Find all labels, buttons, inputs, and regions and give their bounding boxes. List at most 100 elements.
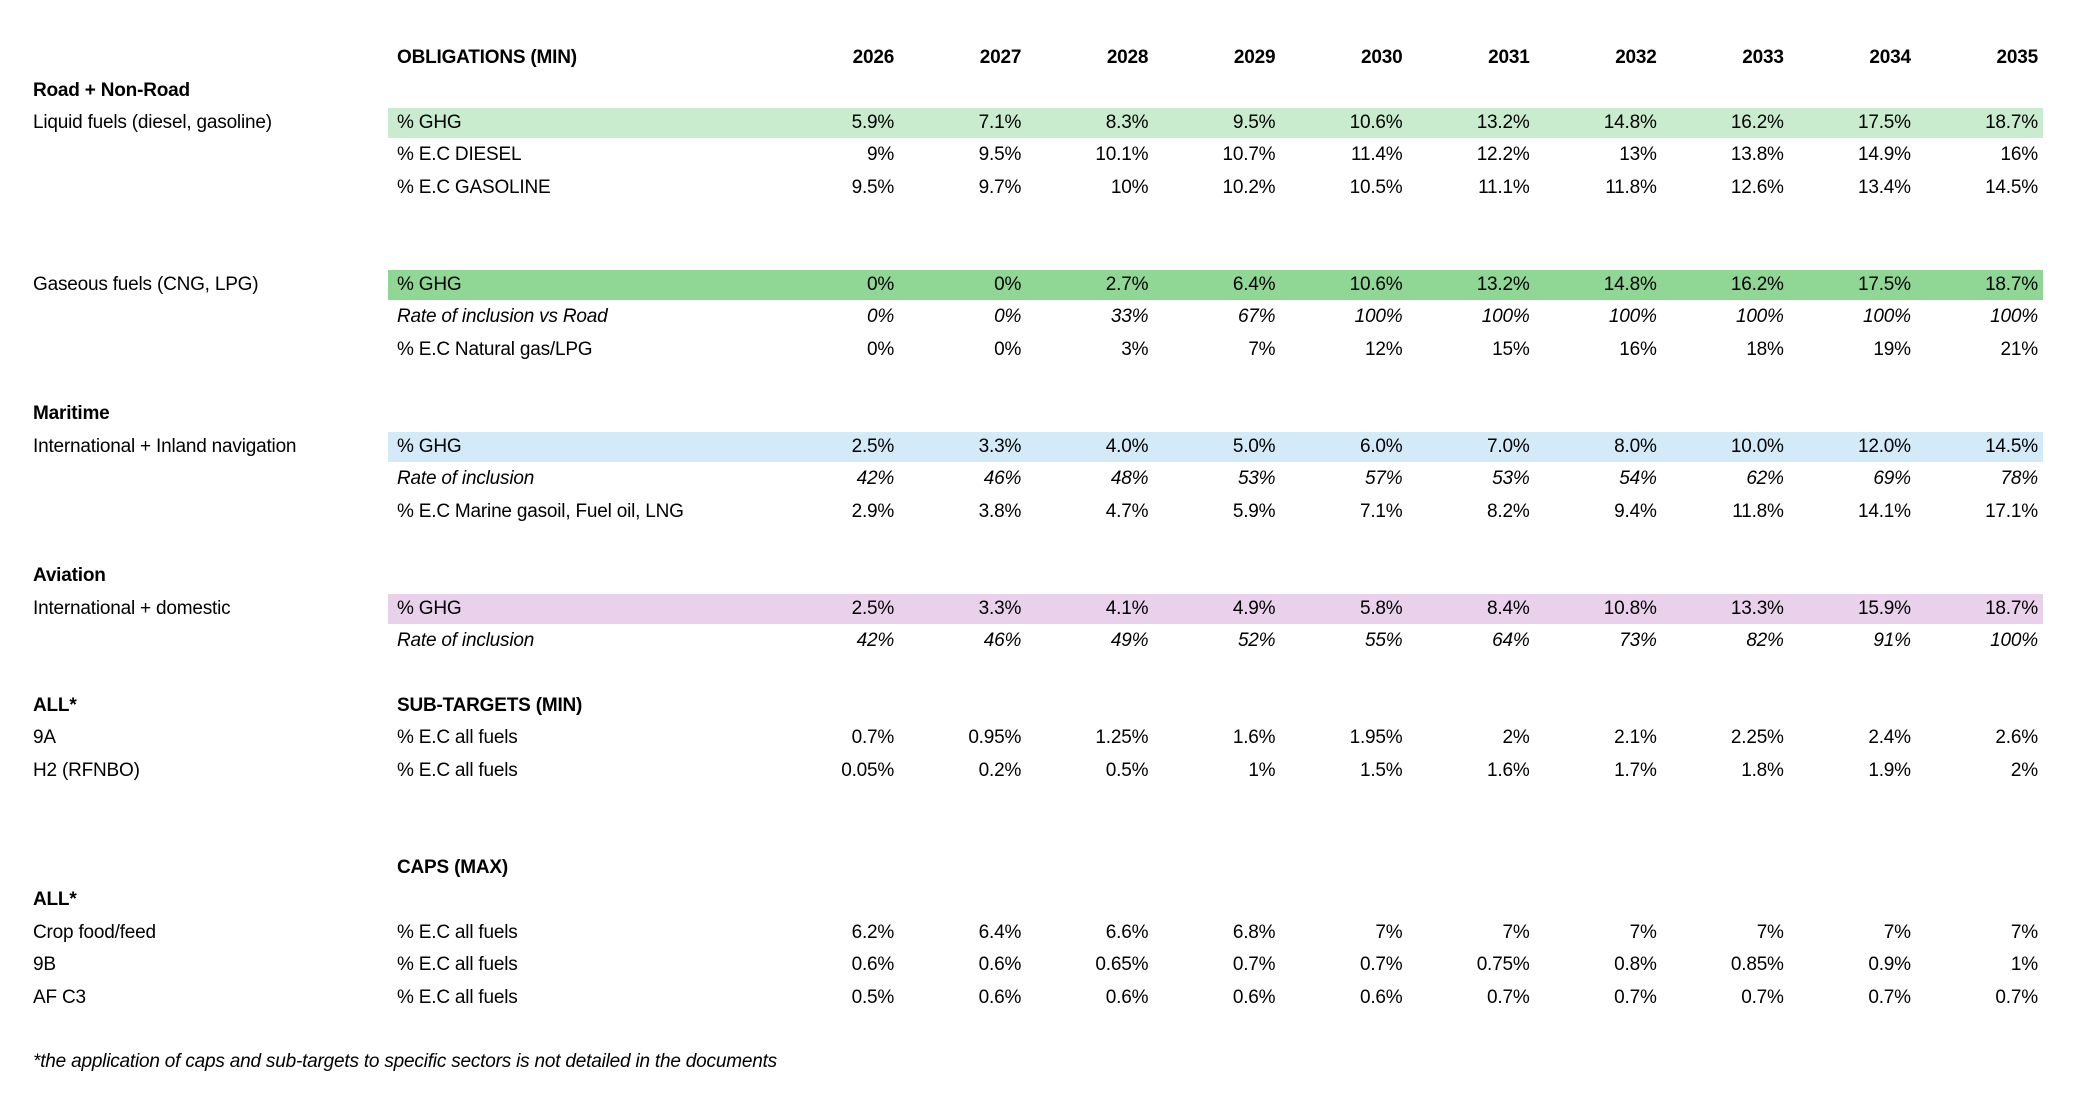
value-cell: 10.7% — [1222, 144, 1276, 166]
value-cell: 1.5% — [1359, 759, 1403, 781]
value-cell: 15% — [1492, 338, 1530, 360]
value-cell: 10.5% — [1349, 176, 1403, 198]
value-cell: 6.4% — [978, 921, 1022, 943]
year-header: 2034 — [1869, 47, 1911, 69]
table-row: 9B % E.C all fuels 0.6% 0.6% 0.65% 0.7% 0.7% 0.… — [0, 949, 2090, 981]
value-cell: 0.2% — [978, 759, 1022, 781]
year-header: 2028 — [1106, 47, 1149, 69]
value-cell: 9% — [867, 144, 895, 166]
value-cell: 100% — [1481, 306, 1530, 328]
row-band: Rate of inclusion vs Road 0% 0% 33% 67% 100% 1… — [388, 302, 2043, 332]
table-row: International + domestic % GHG 2.5% 3.3% 4.1… — [0, 593, 2090, 625]
value-cell: 100% — [1863, 306, 1911, 328]
table-row: % E.C GASOLINE 9.5% 9.7% 10% 10.2% 10.5% 11.1%… — [0, 172, 2090, 204]
section-title: Aviation — [33, 565, 106, 587]
row-band: % E.C all fuels 6.2% 6.4% 6.6% 6.8% 7% 7% 7% 7% 7… — [388, 918, 2043, 948]
value-cell: 2.25% — [1730, 727, 1784, 749]
value-cell: 53% — [1237, 468, 1276, 490]
value-cell: 0% — [867, 306, 895, 328]
value-cell: 1.9% — [1868, 759, 1911, 781]
value-cell: 6.2% — [851, 921, 895, 943]
value-cell: 7.1% — [978, 111, 1022, 133]
year-header: 2030 — [1361, 47, 1403, 69]
value-cell: 7.1% — [1359, 500, 1403, 522]
metric-label: CAPS (MAX) — [397, 856, 508, 878]
metric-label: % E.C all fuels — [397, 921, 518, 943]
footnote: *the application of caps and sub-targets… — [33, 1051, 777, 1073]
table-row: ALL* SUB-TARGETS (MIN) — [0, 690, 2090, 722]
table-row: Liquid fuels (diesel, gasoline) % GHG 5.9%… — [0, 107, 2090, 139]
row-label: Crop food/feed — [33, 921, 156, 943]
value-cell: 0.6% — [1232, 986, 1276, 1008]
section-title: ALL* — [33, 695, 77, 716]
value-cell: 6.8% — [1232, 921, 1276, 943]
value-cell: 8.3% — [1105, 111, 1149, 133]
row-label: Liquid fuels (diesel, gasoline) — [33, 111, 272, 133]
value-cell: 57% — [1365, 468, 1403, 490]
value-cell: 1% — [2010, 954, 2038, 976]
value-cell: 17.1% — [1985, 500, 2038, 522]
value-cell: 10% — [1110, 176, 1149, 198]
value-cell: 5.9% — [851, 111, 895, 133]
row-label: 9A — [33, 727, 56, 749]
year-header: 2026 — [852, 47, 895, 69]
table-row: International + Inland navigation % GHG 2.… — [0, 431, 2090, 463]
value-cell: 100% — [1354, 306, 1403, 328]
value-cell: 0.6% — [1105, 986, 1149, 1008]
value-cell: 0.95% — [968, 727, 1022, 749]
value-cell: 7% — [1248, 338, 1276, 360]
table-header-row: OBLIGATIONS (MIN) 2026 2027 2028 2029 2030 203… — [0, 42, 2090, 74]
value-cell: 4.1% — [1105, 597, 1149, 619]
value-cell: 3.8% — [978, 500, 1022, 522]
blank-row — [0, 204, 2090, 236]
value-cell: 52% — [1237, 630, 1276, 652]
metric-label — [388, 399, 772, 429]
table-row: % E.C Marine gasoil, Fuel oil, LNG 2.9% 3.… — [0, 495, 2090, 527]
blank-row — [0, 366, 2090, 398]
value-cell: 10.1% — [1095, 144, 1149, 166]
value-cell: 14.9% — [1857, 144, 1911, 166]
value-cell: 0.8% — [1614, 954, 1657, 976]
value-cell: 18.7% — [1985, 273, 2038, 295]
value-cell: 7% — [1629, 921, 1657, 943]
metric-label: SUB-TARGETS (MIN) — [397, 695, 583, 716]
value-cell: 6.4% — [1232, 273, 1276, 295]
row-band: Rate of inclusion 42% 46% 49% 52% 55% 64% 73% 82… — [388, 626, 2043, 656]
value-cell: 14.5% — [1985, 435, 2038, 457]
value-cell: 1.8% — [1741, 759, 1784, 781]
row-band: % E.C Marine gasoil, Fuel oil, LNG 2.9% 3.… — [388, 496, 2043, 526]
table-row: Rate of inclusion 42% 46% 49% 52% 55% 64% 73% 82… — [0, 625, 2090, 657]
value-cell: 13.2% — [1476, 111, 1530, 133]
row-band: % GHG 2.5% 3.3% 4.0% 5.0% 6.0% 7.0% 8.0% 10.0% 12… — [388, 431, 2043, 463]
value-cell: 55% — [1365, 630, 1403, 652]
table-row: Aviation — [0, 560, 2090, 592]
row-band — [388, 885, 2043, 915]
value-cell: 0.6% — [978, 986, 1022, 1008]
value-cell: 0.6% — [851, 954, 895, 976]
value-cell: 21% — [2000, 338, 2039, 360]
metric-label: % GHG — [397, 273, 462, 295]
row-label: 9B — [33, 954, 56, 976]
value-cell: 13.3% — [1730, 597, 1784, 619]
metric-label: % GHG — [397, 597, 462, 619]
metric-label: % E.C GASOLINE — [397, 176, 551, 198]
section-title: Road + Non-Road — [33, 79, 190, 101]
value-cell: 7% — [1756, 921, 1784, 943]
value-cell: 49% — [1110, 630, 1149, 652]
value-cell: 1.7% — [1614, 759, 1657, 781]
value-cell: 0.65% — [1095, 954, 1149, 976]
value-cell: 12% — [1365, 338, 1403, 360]
row-label: International + Inland navigation — [33, 435, 297, 457]
value-cell: 3.3% — [978, 435, 1022, 457]
value-cell: 62% — [1746, 468, 1784, 490]
value-cell: 0.7% — [1614, 986, 1657, 1008]
value-cell: 17.5% — [1857, 273, 1911, 295]
value-cell: 73% — [1619, 630, 1657, 652]
value-cell: 0.7% — [851, 727, 895, 749]
metric-label: Rate of inclusion — [397, 630, 535, 652]
value-cell: 6.6% — [1105, 921, 1149, 943]
value-cell: 9.7% — [978, 176, 1022, 198]
section-title: ALL* — [33, 889, 77, 911]
metric-label: Rate of inclusion vs Road — [397, 306, 608, 328]
value-cell: 10.2% — [1222, 176, 1276, 198]
